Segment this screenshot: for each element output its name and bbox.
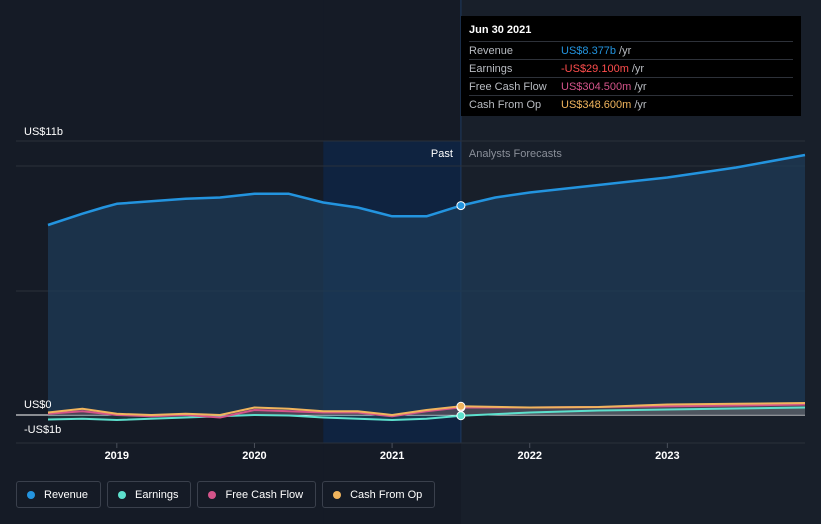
x-axis-labels: 2019 2020 2021 2022 2023 <box>105 443 680 462</box>
tooltip-label: Cash From Op <box>469 98 542 111</box>
revenue-area <box>48 155 805 415</box>
legend-item-free-cash-flow[interactable]: Free Cash Flow <box>197 481 317 508</box>
tooltip-unit: /yr <box>631 62 645 75</box>
legend-dot-icon <box>27 490 35 499</box>
tooltip-unit: /yr <box>634 98 647 111</box>
legend-label: Free Cash Flow <box>225 488 304 501</box>
tooltip-row-free-cash-flow: Free Cash Flow US$304.500m /yr <box>469 77 793 95</box>
tooltip-row-earnings: Earnings -US$29.100m /yr <box>469 59 793 77</box>
past-label: Past <box>431 148 453 160</box>
cash-from-op-line <box>47 402 806 416</box>
tooltip-label: Free Cash Flow <box>469 80 547 93</box>
legend: Revenue Earnings Free Cash Flow Cash Fro… <box>16 481 436 508</box>
x-tick-label: 2021 <box>380 450 404 462</box>
tooltip-unit: /yr <box>619 44 632 57</box>
tooltip-unit: /yr <box>634 80 647 93</box>
tooltip-row-revenue: Revenue US$8.377b /yr <box>469 41 793 59</box>
tooltip-label: Earnings <box>469 62 513 75</box>
cash-from-op-marker <box>456 401 466 411</box>
y-tick-label: US$0 <box>24 399 52 411</box>
tooltip-row-cash-from-op: Cash From Op US$348.600m /yr <box>469 95 793 113</box>
chart-series-lines <box>47 153 806 421</box>
y-axis-labels: US$11b US$0 -US$1b <box>24 126 63 436</box>
x-tick-label: 2019 <box>105 450 129 462</box>
legend-item-cash-from-op[interactable]: Cash From Op <box>322 481 436 508</box>
x-tick-label: 2022 <box>517 450 541 462</box>
chart-markers <box>456 201 466 421</box>
tooltip-value: US$348.600m <box>561 98 632 111</box>
legend-label: Revenue <box>44 488 89 501</box>
forecast-label: Analysts Forecasts <box>469 148 562 160</box>
earnings-line <box>47 406 806 421</box>
tooltip-date: Jun 30 2021 <box>469 24 532 36</box>
y-tick-label: -US$1b <box>24 424 61 436</box>
legend-item-revenue[interactable]: Revenue <box>16 481 102 508</box>
x-tick-label: 2020 <box>242 450 266 462</box>
tooltip: Jun 30 2021 Revenue US$8.377b /yr Earnin… <box>461 16 801 116</box>
legend-item-earnings[interactable]: Earnings <box>107 481 192 508</box>
revenue-line <box>47 153 806 227</box>
legend-dot-icon <box>208 490 217 499</box>
legend-dot-icon <box>333 490 342 499</box>
earnings-marker <box>456 411 466 421</box>
revenue-marker <box>456 201 466 211</box>
legend-label: Cash From Op <box>350 488 423 501</box>
tooltip-value: US$304.500m <box>561 80 632 93</box>
y-tick-label: US$11b <box>24 126 63 138</box>
tooltip-value: US$8.377b <box>561 44 617 57</box>
tooltip-value: -US$29.100m <box>561 62 629 75</box>
tooltip-label: Revenue <box>469 44 514 57</box>
legend-dot-icon <box>118 490 127 499</box>
x-tick-label: 2023 <box>655 450 679 462</box>
legend-label: Earnings <box>135 488 179 501</box>
